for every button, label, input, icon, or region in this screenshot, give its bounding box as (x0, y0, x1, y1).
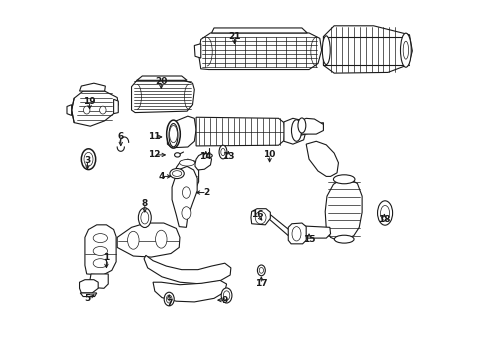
Polygon shape (172, 166, 197, 227)
Ellipse shape (291, 120, 301, 141)
Ellipse shape (182, 207, 190, 219)
Text: 4: 4 (158, 172, 164, 181)
Ellipse shape (223, 291, 229, 300)
Polygon shape (131, 80, 194, 113)
Polygon shape (80, 280, 98, 293)
Polygon shape (269, 214, 290, 235)
Text: 5: 5 (84, 294, 90, 303)
Polygon shape (67, 105, 72, 116)
Text: 2: 2 (203, 188, 209, 197)
Polygon shape (211, 28, 306, 33)
Polygon shape (301, 123, 323, 135)
Ellipse shape (166, 295, 172, 303)
Polygon shape (196, 117, 284, 146)
Text: 16: 16 (250, 210, 263, 219)
Text: 12: 12 (147, 150, 160, 159)
Ellipse shape (155, 230, 167, 248)
Ellipse shape (93, 247, 107, 256)
Text: 14: 14 (199, 152, 212, 161)
Polygon shape (167, 116, 196, 148)
Text: 21: 21 (228, 32, 240, 41)
Ellipse shape (291, 226, 301, 241)
Ellipse shape (400, 33, 410, 67)
Ellipse shape (127, 231, 139, 249)
Polygon shape (176, 159, 198, 194)
Text: 15: 15 (302, 235, 315, 244)
Polygon shape (198, 33, 321, 69)
Ellipse shape (219, 145, 226, 159)
Ellipse shape (81, 149, 96, 170)
Ellipse shape (333, 175, 354, 184)
Polygon shape (325, 179, 362, 240)
Ellipse shape (83, 106, 90, 114)
Ellipse shape (141, 211, 148, 224)
Text: 13: 13 (222, 152, 234, 161)
Text: 8: 8 (142, 199, 148, 208)
Text: 17: 17 (255, 279, 267, 288)
Ellipse shape (380, 206, 389, 221)
Ellipse shape (377, 201, 392, 225)
Polygon shape (85, 225, 116, 275)
Text: 10: 10 (263, 150, 275, 159)
Polygon shape (194, 44, 201, 58)
Ellipse shape (206, 154, 212, 157)
Text: 3: 3 (84, 156, 90, 165)
Polygon shape (284, 118, 305, 144)
Polygon shape (80, 83, 105, 91)
Ellipse shape (182, 187, 190, 198)
Ellipse shape (297, 118, 305, 133)
Polygon shape (195, 153, 211, 170)
Ellipse shape (334, 235, 353, 243)
Polygon shape (305, 141, 338, 176)
Ellipse shape (100, 106, 106, 114)
Polygon shape (250, 209, 270, 225)
Ellipse shape (179, 159, 194, 166)
Ellipse shape (257, 265, 265, 276)
Ellipse shape (169, 126, 177, 143)
Ellipse shape (169, 123, 178, 147)
Polygon shape (80, 293, 97, 297)
Text: 18: 18 (377, 215, 390, 224)
Ellipse shape (138, 208, 151, 228)
Ellipse shape (166, 120, 180, 148)
Ellipse shape (259, 267, 263, 273)
Text: 1: 1 (103, 253, 109, 262)
Text: 11: 11 (147, 132, 160, 141)
Ellipse shape (93, 259, 107, 268)
Ellipse shape (221, 288, 231, 303)
Polygon shape (153, 280, 226, 302)
Ellipse shape (84, 152, 93, 166)
Text: 7: 7 (165, 299, 172, 308)
Ellipse shape (403, 41, 408, 59)
Ellipse shape (93, 234, 107, 243)
Polygon shape (290, 226, 330, 238)
Ellipse shape (221, 148, 224, 156)
Polygon shape (137, 76, 187, 80)
Polygon shape (89, 274, 108, 288)
Ellipse shape (174, 153, 180, 157)
Polygon shape (72, 91, 118, 126)
Polygon shape (323, 26, 411, 73)
Polygon shape (287, 223, 305, 244)
Text: 19: 19 (83, 96, 96, 105)
Text: 6: 6 (118, 132, 123, 141)
Ellipse shape (322, 36, 329, 64)
Text: 9: 9 (221, 296, 227, 305)
Ellipse shape (172, 171, 182, 176)
Polygon shape (144, 255, 230, 284)
Ellipse shape (169, 168, 184, 179)
Ellipse shape (164, 292, 174, 306)
Text: 20: 20 (155, 77, 167, 86)
Ellipse shape (255, 211, 265, 224)
Polygon shape (296, 118, 323, 134)
Polygon shape (117, 223, 180, 257)
Polygon shape (113, 99, 118, 114)
